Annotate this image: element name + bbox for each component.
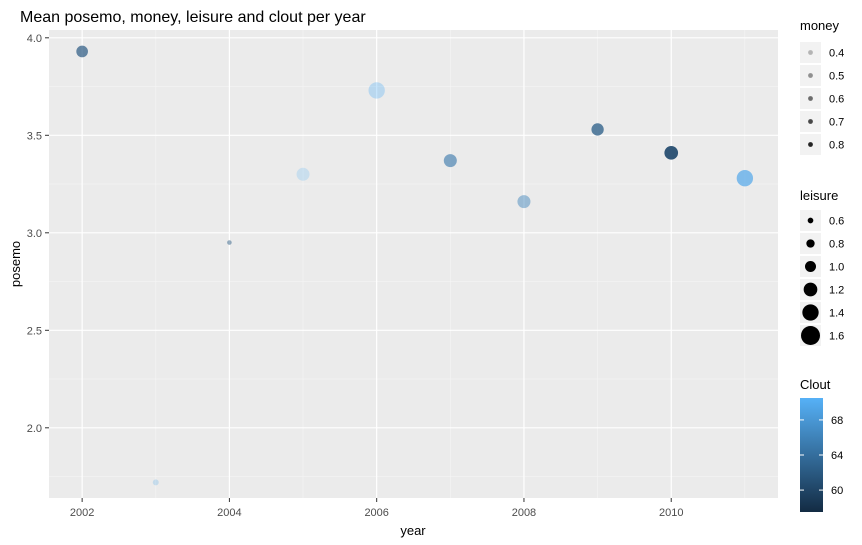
legend-clout: Clout 60 64 68 (800, 377, 843, 512)
plot-panel (49, 30, 778, 498)
data-point (664, 146, 679, 160)
data-point (591, 123, 604, 136)
data-point (368, 82, 385, 99)
legend-leisure-title: leisure (800, 188, 838, 203)
legend-label-clout: 68 (831, 415, 843, 427)
legend-label-leisure: 1.0 (829, 262, 844, 274)
legend-key-money (808, 96, 813, 101)
data-point (736, 170, 754, 187)
data-point (443, 154, 457, 168)
data-point (517, 195, 531, 209)
legend-label-money: 0.8 (829, 140, 844, 152)
data-points (76, 45, 754, 486)
x-tick-label: 2004 (217, 507, 241, 519)
legend-key-leisure (803, 282, 818, 297)
y-axis-title: posemo (8, 241, 23, 287)
y-tick-label: 4.0 (27, 33, 42, 45)
y-tick-label: 2.0 (27, 423, 42, 435)
legend-money-title: money (800, 18, 840, 33)
legend-key-leisure (805, 261, 816, 272)
data-point (76, 45, 88, 58)
legend-key-leisure (807, 217, 814, 224)
y-tick-label: 3.0 (27, 228, 42, 240)
x-tick-label: 2006 (364, 507, 388, 519)
legend-clout-title: Clout (800, 377, 831, 392)
legend-label-leisure: 1.2 (829, 285, 844, 297)
chart-title: Mean posemo, money, leisure and clout pe… (20, 9, 366, 26)
legend-key-money (808, 50, 813, 55)
legend-key-money (808, 73, 813, 78)
data-point (227, 240, 232, 245)
legend-label-money: 0.6 (829, 94, 844, 106)
legend-label-leisure: 0.8 (829, 239, 844, 251)
legend-label-leisure: 0.6 (829, 216, 844, 228)
x-axis-ticks: 2002 2004 2006 2008 2010 (70, 498, 683, 519)
legend-key-bg (800, 65, 821, 86)
grid-minor (49, 30, 778, 498)
legend-label-money: 0.5 (829, 71, 844, 83)
legend-label-clout: 60 (831, 485, 843, 497)
grid-major (49, 30, 778, 498)
x-tick-label: 2010 (659, 507, 683, 519)
legend-label-clout: 64 (831, 450, 843, 462)
legend-label-money: 0.4 (829, 48, 844, 60)
y-tick-label: 2.5 (27, 325, 42, 337)
legend-key-leisure (801, 326, 820, 345)
legend-key-bg (800, 42, 821, 63)
legend-leisure: leisure 0.6 0.8 1.0 1.2 1.4 1.6 (800, 188, 844, 346)
clout-colorbar (800, 398, 823, 512)
data-point (152, 479, 159, 486)
legend-label-leisure: 1.4 (829, 308, 844, 320)
legend-label-leisure: 1.6 (829, 331, 844, 343)
legend-key-money (808, 142, 813, 147)
x-tick-label: 2002 (70, 507, 94, 519)
legend-key-leisure (802, 304, 819, 321)
y-axis-ticks: 2.0 2.5 3.0 3.5 4.0 (27, 33, 49, 435)
legend-key-money (808, 119, 813, 124)
x-axis-title: year (400, 523, 426, 538)
x-tick-label: 2008 (512, 507, 536, 519)
legend-money: money 0.4 0.5 0.6 0.7 0.8 (800, 18, 844, 155)
y-tick-label: 3.5 (27, 130, 42, 142)
legend-label-money: 0.7 (829, 117, 844, 129)
legend-key-leisure (806, 239, 815, 248)
data-point (296, 167, 310, 181)
